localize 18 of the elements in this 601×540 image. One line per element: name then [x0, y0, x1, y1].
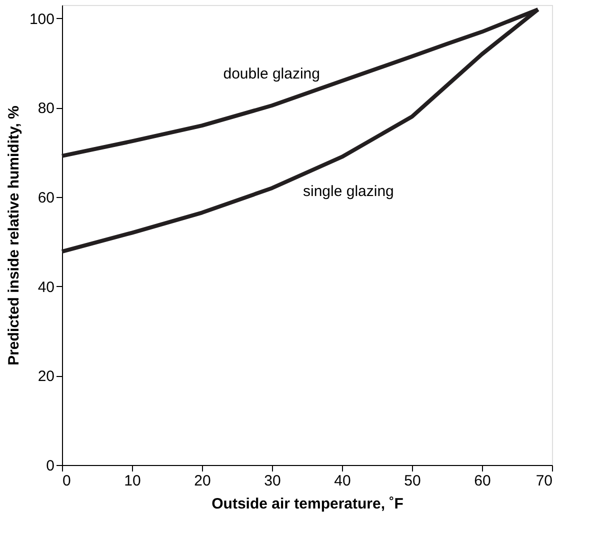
y-tick-label: 40 [38, 278, 54, 296]
y-tick-label: 0 [46, 458, 54, 474]
x-axis-title: Outside air temperature, ˚F [212, 496, 404, 512]
y-axis-title: Predicted inside relative humidity, % [5, 106, 22, 366]
annotation: single glazing [303, 183, 394, 200]
annotation: double glazing [223, 65, 320, 82]
x-tick-label: 0 [62, 472, 71, 490]
x-tick-label: 70 [536, 472, 552, 490]
y-tick-label: 60 [38, 190, 54, 207]
x-tick-label: 30 [264, 472, 281, 490]
x-tick-label: 20 [194, 472, 211, 490]
y-tick-label: 20 [38, 368, 54, 386]
x-tick-label: 40 [334, 472, 351, 490]
x-tick-label: 10 [124, 472, 141, 490]
y-tick-label: 100 [29, 10, 54, 28]
y-tick-label: 80 [38, 100, 54, 118]
x-tick-label: 60 [474, 472, 491, 490]
x-tick-label: 50 [404, 472, 421, 490]
